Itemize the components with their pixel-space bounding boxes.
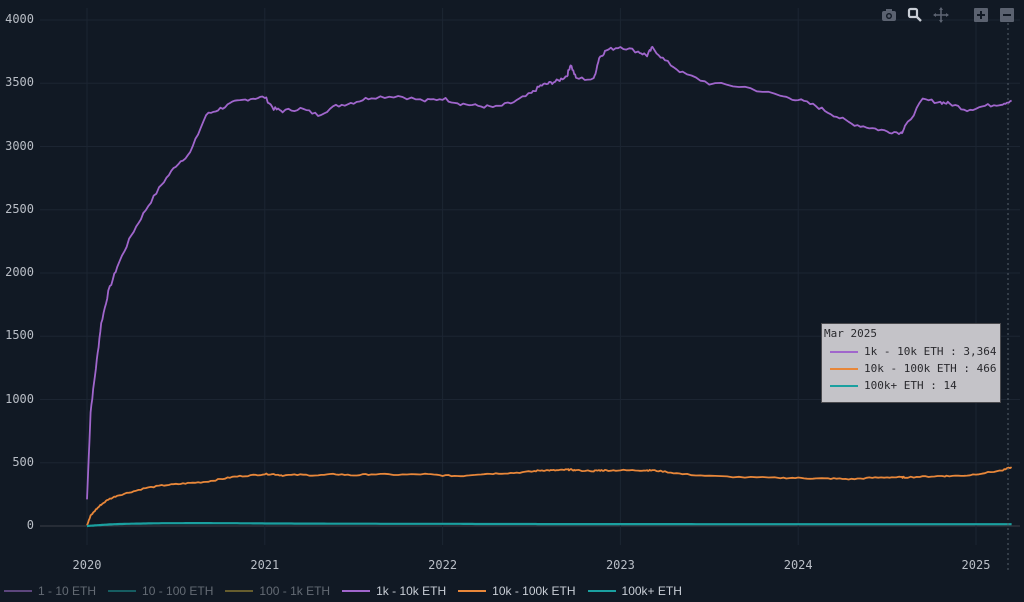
legend-label: 1k - 10k ETH [376,584,447,598]
pan-button[interactable] [930,6,952,24]
legend-label: 100 - 1k ETH [259,584,331,598]
x-tick-label: 2021 [250,558,280,572]
zoom-out-button[interactable] [996,6,1018,24]
zoom-button[interactable] [904,6,926,24]
legend-item[interactable]: 1k - 10k ETH [342,584,446,598]
zoom-in-icon [974,8,988,22]
series-lines [86,45,1013,528]
y-tick-label: 1000 [5,391,34,406]
x-tick-label: 2022 [428,558,458,572]
hover-row-label: 10k - 100k ETH : 466 [864,362,997,375]
legend-swatch [108,590,137,592]
y-tick-label: 500 [12,454,34,469]
legend-swatch [587,590,616,592]
y-tick-label: 3500 [5,75,34,90]
series-line[interactable] [86,466,1013,526]
legend-item[interactable]: 100k+ ETH [587,584,682,598]
hover-row: 100k+ ETH : 14 [824,377,1000,394]
legend-item[interactable]: 10k - 100k ETH [458,584,576,598]
x-tick-label: 2020 [72,558,102,572]
camera-icon [882,9,896,21]
grid-lines [40,8,1020,545]
chart-toolbar [878,6,1018,24]
legend-swatch [458,590,487,592]
camera-button[interactable] [878,6,900,24]
hover-swatch [830,367,858,370]
pan-icon [933,7,949,23]
legend-item[interactable]: 100 - 1k ETH [225,584,330,598]
hover-tooltip: Mar 2025 1k - 10k ETH : 3,364 10k - 100k … [821,323,1001,403]
hover-swatch [830,350,858,353]
y-tick-label: 4000 [5,12,34,26]
hover-row: 10k - 100k ETH : 466 [824,360,1000,377]
hover-swatch [830,384,858,387]
x-tick-label: 2025 [961,558,991,572]
legend-label: 10k - 100k ETH [492,584,576,598]
chart-legend: 1 - 10 ETH 10 - 100 ETH 100 - 1k ETH 1k - 1… [4,584,694,598]
hover-row-label: 100k+ ETH : 14 [864,379,957,392]
hover-row: 1k - 10k ETH : 3,364 [824,343,1000,360]
x-tick-label: 2024 [783,558,813,572]
series-line[interactable] [86,45,1013,500]
hover-title: Mar 2025 [824,327,877,340]
legend-swatch [342,590,371,592]
legend-item[interactable]: 1 - 10 ETH [4,584,96,598]
zoom-in-button[interactable] [970,6,992,24]
y-tick-label: 2000 [5,265,34,279]
legend-swatch [225,590,254,592]
legend-label: 10 - 100 ETH [142,584,214,598]
legend-label: 1 - 10 ETH [38,584,97,598]
zoom-icon [907,7,922,22]
y-tick-label: 3000 [5,138,34,153]
series-line[interactable] [86,521,1012,528]
legend-item[interactable]: 10 - 100 ETH [108,584,213,598]
x-tick-label: 2023 [605,558,635,572]
zoom-out-icon [1000,8,1014,22]
hover-row-label: 1k - 10k ETH : 3,364 [864,345,997,358]
y-tick-label: 2500 [5,201,34,216]
y-tick-label: 1500 [5,328,34,343]
legend-swatch [4,590,32,592]
legend-label: 100k+ ETH [621,584,682,598]
y-tick-label: 0 [26,518,34,532]
